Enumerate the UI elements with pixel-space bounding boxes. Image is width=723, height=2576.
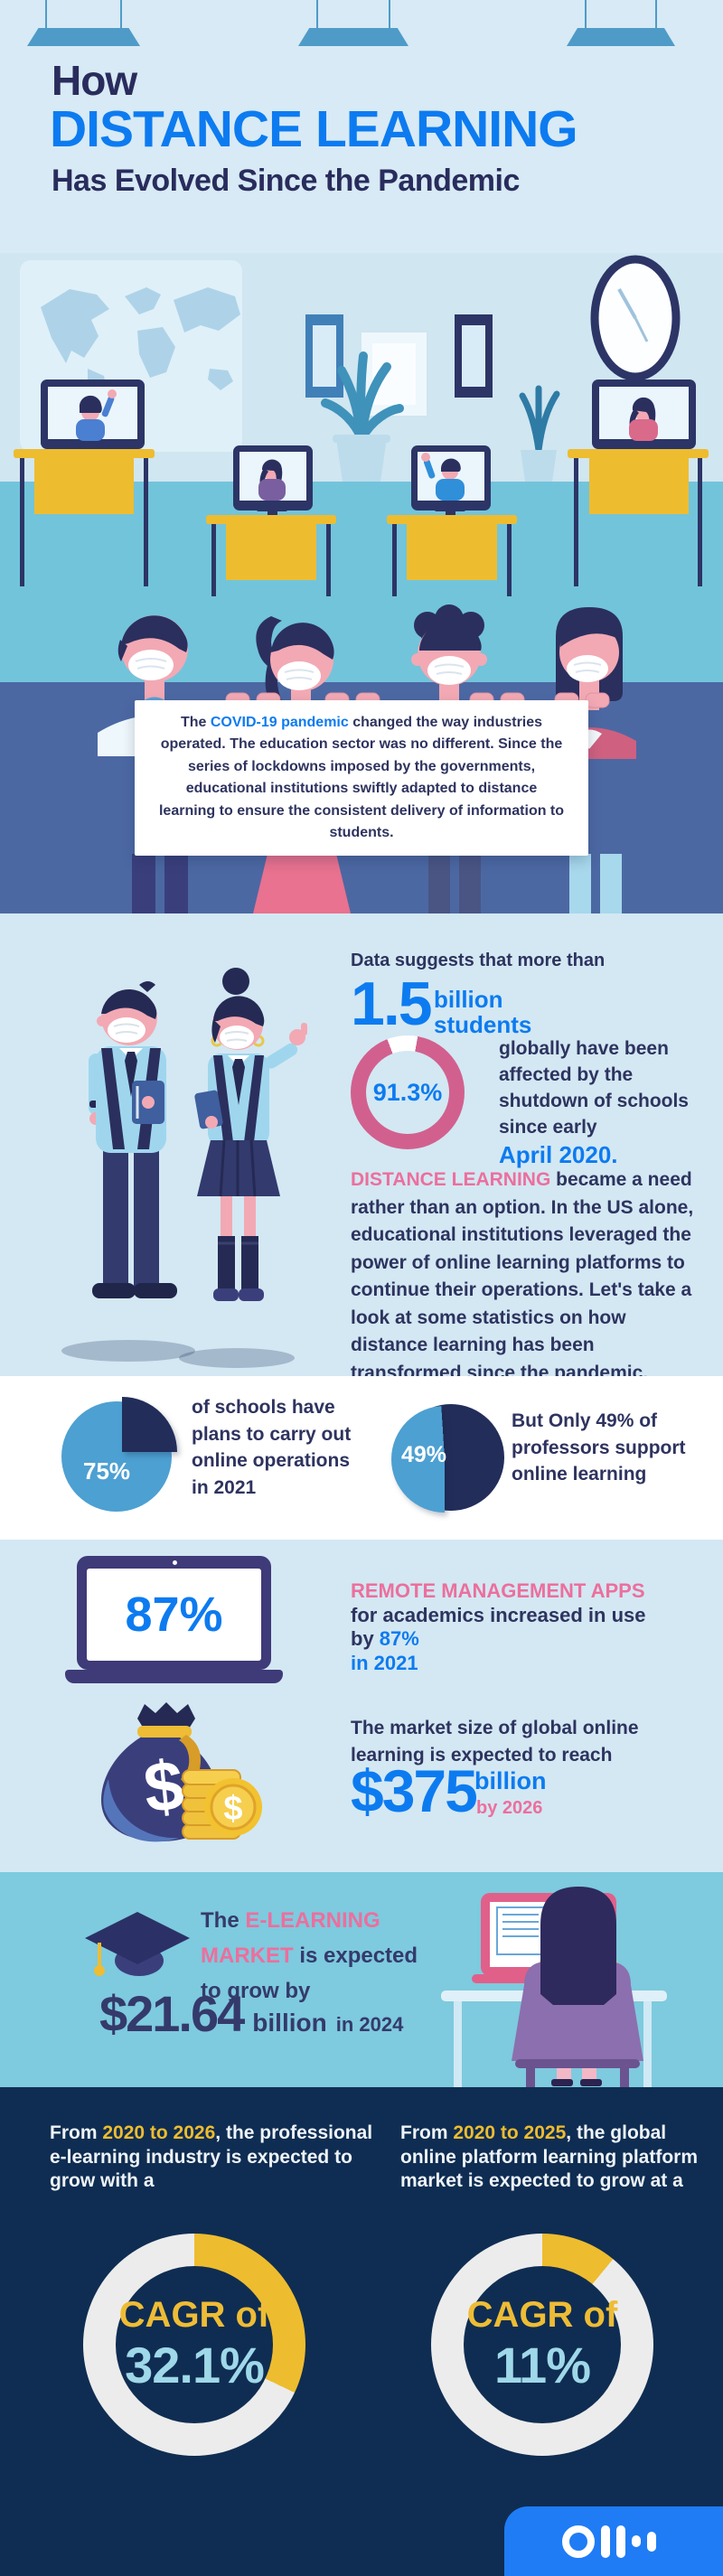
money-bag-icon: $ $ xyxy=(101,1702,262,1842)
intro-sign: The COVID-19 pandemic changed the way in… xyxy=(135,700,588,856)
title-line-1: How xyxy=(52,57,137,104)
page-title: DISTANCE LEARNING xyxy=(50,100,578,158)
impact-para-highlight: DISTANCE LEARNING xyxy=(351,1169,551,1190)
student-girl xyxy=(194,968,307,1301)
desk-monitor-group xyxy=(14,379,155,586)
impact-side-text: globally have been affected by the shutd… xyxy=(499,1035,698,1168)
impact-lead-text: Data suggests that more than xyxy=(351,951,606,970)
elearn-unit: billion xyxy=(252,2009,327,2037)
donut-value-label: 91.3% xyxy=(372,1078,443,1106)
desk-monitor-group xyxy=(568,379,709,586)
market-amount: $375 xyxy=(351,1757,478,1824)
pendant-lamp-icon xyxy=(27,0,140,47)
intro-post: changed the way industries operated. The… xyxy=(158,714,565,841)
cagr-left-text: From 2020 to 2026, the professional e-le… xyxy=(50,2122,377,2194)
apps-pct: 87% xyxy=(379,1627,419,1650)
impact-paragraph: DISTANCE LEARNING became a need rather t… xyxy=(351,1166,707,1387)
intro-sign-text: The COVID-19 pandemic changed the way in… xyxy=(157,712,566,845)
impact-side-highlight: April 2020. xyxy=(499,1141,618,1168)
classroom-illustration xyxy=(0,253,723,596)
graduation-cap-icon xyxy=(85,1912,190,1976)
cagr-right-pre: From xyxy=(400,2122,454,2143)
pie-value-label: 49% xyxy=(401,1442,447,1467)
elearn-post: is expected to grow by xyxy=(201,1944,418,2003)
woman-at-desk-illustration xyxy=(441,1887,667,2087)
elearn-pre: The xyxy=(201,1908,246,1933)
desk-monitor-group xyxy=(387,445,517,596)
student-boy xyxy=(89,981,177,1298)
cagr-right-post: , the global online platform learning pl… xyxy=(400,2122,699,2191)
cagr-left-pre: From xyxy=(50,2122,103,2143)
students-illustration xyxy=(61,968,307,1368)
cagr-left-post: , the professional e-learning industry i… xyxy=(50,2122,373,2191)
apps-paragraph: REMOTE MANAGEMENT APPS for academics inc… xyxy=(351,1579,674,1675)
brand-logo-badge xyxy=(504,2506,723,2576)
cagr-right-range: 2020 to 2025 xyxy=(453,2122,567,2143)
elearn-amount: $21.64 xyxy=(99,1985,245,2042)
title-line-3: Has Evolved Since the Pandemic xyxy=(52,164,520,198)
cagr-right-donut-chart: CAGR of 11% xyxy=(431,2234,653,2456)
cagr-right-text: From 2020 to 2025, the global online pla… xyxy=(400,2122,708,2194)
professors-support-pie-chart: 49% xyxy=(391,1404,504,1513)
schools-online-pie-chart: 75% xyxy=(61,1397,177,1512)
desk-monitor-group xyxy=(206,445,336,596)
svg-text:$: $ xyxy=(140,1745,187,1828)
picture-frame-icon xyxy=(305,314,493,416)
elearn-when: in 2024 xyxy=(335,2013,404,2036)
cagr-right-value: 11% xyxy=(494,2337,591,2393)
impact-unit-line1: billion xyxy=(434,986,503,1013)
market-when: by 2026 xyxy=(476,1798,543,1818)
intro-highlight: COVID-19 pandemic xyxy=(210,714,349,730)
cagr-left-label: CAGR of xyxy=(118,2295,270,2335)
apps-highlight: REMOTE MANAGEMENT APPS xyxy=(351,1579,645,1602)
impact-unit: billion students xyxy=(434,987,531,1037)
cagr-left-donut-chart: CAGR of 32.1% xyxy=(83,2234,305,2456)
impact-side-body: globally have been affected by the shutd… xyxy=(499,1038,689,1138)
impact-para-rest: became a need rather than an option. In … xyxy=(351,1169,694,1383)
people-holding-sign-illustration xyxy=(98,604,636,913)
affected-students-donut-chart: 91.3% xyxy=(351,1035,465,1149)
elearn-highlight: E-LEARNING MARKET xyxy=(201,1908,380,1968)
schools-online-pie-text: of schools have plans to carry out onlin… xyxy=(192,1397,352,1498)
laptop-base xyxy=(65,1670,283,1683)
apps-mid: for academics increased in use by xyxy=(351,1603,646,1651)
potted-plant-icon xyxy=(519,385,560,482)
laptop-icon: 87% xyxy=(77,1556,271,1670)
elearning-amount-row: $21.64 billion in 2024 xyxy=(99,1984,403,2043)
apps-tail: in 2021 xyxy=(351,1651,418,1674)
masked-person xyxy=(542,607,636,913)
masked-person xyxy=(403,604,497,913)
market-unit: billion xyxy=(474,1767,547,1794)
potted-plant-icon xyxy=(321,351,404,482)
professors-support-pie-text: But Only 49% of professors support onlin… xyxy=(512,1410,686,1485)
intro-pre: The xyxy=(180,714,211,730)
svg-text:$: $ xyxy=(223,1790,242,1828)
cagr-left-range: 2020 to 2026 xyxy=(102,2122,216,2143)
brand-logo-icon xyxy=(562,2524,656,2558)
cagr-left-value: 32.1% xyxy=(125,2337,265,2393)
market-lead-text: The market size of global online learnin… xyxy=(351,1718,639,1766)
pie-value-label: 75% xyxy=(83,1457,131,1485)
elearning-paragraph: The E-LEARNING MARKET is expected to gro… xyxy=(201,1903,425,2009)
pendant-lamp-icon xyxy=(567,0,675,47)
wall-clock-icon xyxy=(590,255,681,381)
laptop-value-label: 87% xyxy=(87,1569,261,1661)
impact-big-number: 1.5 xyxy=(351,970,433,1038)
impact-unit-line2: students xyxy=(434,1011,532,1038)
cagr-right-label: CAGR of xyxy=(466,2295,618,2335)
pendant-lamp-icon xyxy=(298,0,408,47)
